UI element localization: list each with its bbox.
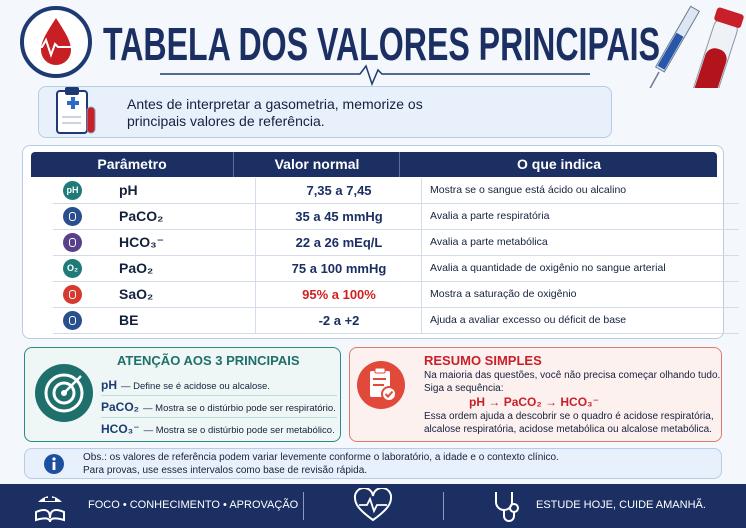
parameter: BE bbox=[119, 312, 139, 328]
meaning: Avalia a quantidade de oxigênio no sangu… bbox=[421, 256, 740, 281]
summary-title: RESUMO SIMPLES bbox=[424, 353, 542, 368]
attention-text: — Mostra se o distúrbio pode ser respira… bbox=[143, 403, 336, 414]
table-row: pH pH 7,35 a 7,45 Mostra se o sangue está á… bbox=[53, 178, 739, 204]
attention-text: — Mostra se o distúrbio pode ser metaból… bbox=[143, 425, 335, 436]
summary-line: Siga a sequência: bbox=[424, 383, 504, 394]
header: TABELA DOS VALORES PRINCIPAIS bbox=[20, 5, 744, 88]
stethoscope-icon bbox=[495, 492, 519, 522]
nurse-book-icon bbox=[35, 495, 65, 523]
table-row: HCO₃⁻ 22 a 26 mEq/L Avalia a parte metaból… bbox=[53, 230, 739, 256]
attention-term: PaCO₂ bbox=[101, 400, 140, 414]
footer-divider bbox=[443, 492, 444, 520]
footer-divider bbox=[303, 492, 304, 520]
footer: FOCO • CONHECIMENTO • APROVAÇÃO ESTUDE H… bbox=[0, 484, 746, 528]
parameter: HCO₃⁻ bbox=[119, 234, 164, 250]
column-header: Valor normal bbox=[233, 152, 400, 177]
intro-line: principais valores de referência. bbox=[127, 113, 325, 129]
attention-item: pH — Define se é acidose ou alcalose. bbox=[101, 374, 337, 396]
parameter: PaO₂ bbox=[119, 260, 154, 276]
meaning: Avalia a parte metabólica bbox=[421, 230, 740, 255]
summary-intro: Na maioria das questões, você não precis… bbox=[424, 369, 720, 395]
row-icon bbox=[63, 207, 82, 226]
blood-drop bbox=[41, 18, 71, 65]
summary-line: alcalose respiratória, acidose metabólic… bbox=[424, 424, 712, 435]
note-line: Para provas, use esses intervalos como b… bbox=[83, 464, 368, 476]
column-header: Parâmetro bbox=[97, 156, 167, 172]
attention-item: PaCO₂ — Mostra se o distúrbio pode ser re… bbox=[101, 396, 337, 418]
clipboard-icon bbox=[56, 87, 96, 134]
footer-right-text: ESTUDE HOJE, CUIDE AMANHÃ. bbox=[536, 499, 706, 511]
table-row: BE -2 a +2 Ajuda a avaliar excesso ou défi… bbox=[53, 308, 739, 334]
normal-value: 7,35 a 7,45 bbox=[255, 178, 422, 203]
row-icon: pH bbox=[63, 181, 82, 200]
title: TABELA DOS VALORES PRINCIPAIS bbox=[103, 18, 660, 70]
table-header: Parâmetro Valor normal O que indica bbox=[31, 152, 717, 177]
footer-left-text: FOCO • CONHECIMENTO • APROVAÇÃO bbox=[88, 499, 299, 511]
attention-item: HCO₃⁻ — Mostra se o distúrbio pode ser me… bbox=[101, 418, 337, 439]
heart-icon bbox=[353, 488, 393, 522]
icon-glyph bbox=[69, 212, 76, 221]
logo-pulse bbox=[30, 37, 82, 59]
row-icon bbox=[63, 285, 82, 304]
syringe bbox=[649, 5, 701, 88]
note-text: Obs.: os valores de referência podem var… bbox=[83, 452, 559, 477]
normal-value: -2 a +2 bbox=[255, 308, 422, 333]
icon-glyph bbox=[69, 238, 76, 247]
attention-title: ATENÇÃO AOS 3 PRINCIPAIS bbox=[117, 353, 300, 368]
attention-text: — Define se é acidose ou alcalose. bbox=[121, 381, 270, 392]
normal-value: 95% a 100% bbox=[255, 282, 422, 307]
intro-text: Antes de interpretar a gasometria, memor… bbox=[127, 96, 423, 130]
meaning: Mostra se o sangue está ácido ou alcalin… bbox=[421, 178, 740, 203]
meaning: Avalia a parte respiratória bbox=[421, 204, 740, 229]
attention-box: ATENÇÃO AOS 3 PRINCIPAIS pH — Define se é… bbox=[24, 347, 341, 442]
parameter: SaO₂ bbox=[119, 286, 154, 302]
normal-value: 75 a 100 mmHg bbox=[255, 256, 422, 281]
meaning: Mostra a saturação de oxigênio bbox=[421, 282, 740, 307]
table-row: PaCO₂ 35 a 45 mmHg Avalia a parte respirat… bbox=[53, 204, 739, 230]
summary-box: RESUMO SIMPLES Na maioria das questões, … bbox=[349, 347, 722, 442]
title-pulse bbox=[160, 64, 590, 87]
attention-term: HCO₃⁻ bbox=[101, 422, 140, 436]
blood-tube bbox=[685, 7, 744, 88]
icon-glyph bbox=[69, 316, 76, 325]
note-line: Obs.: os valores de referência podem var… bbox=[83, 452, 559, 463]
table-row: SaO₂ 95% a 100% Mostra a saturação de oxig… bbox=[53, 282, 739, 308]
attention-term: pH bbox=[101, 378, 117, 392]
parameter: PaCO₂ bbox=[119, 208, 164, 224]
table-box: Parâmetro Valor normal O que indica pH pH… bbox=[22, 145, 739, 339]
checklist-icon bbox=[357, 361, 405, 409]
row-icon bbox=[63, 233, 82, 252]
meaning: Ajuda a avaliar excesso ou déficit de ba… bbox=[421, 308, 740, 333]
row-icon bbox=[63, 311, 82, 330]
info-icon bbox=[44, 454, 64, 474]
summary-line: Na maioria das questões, você não precis… bbox=[424, 370, 721, 381]
icon-glyph bbox=[69, 290, 76, 299]
intro-box: Antes de interpretar a gasometria, memor… bbox=[38, 86, 612, 138]
attention-list: pH — Define se é acidose ou alcalose. PaCO… bbox=[101, 374, 337, 439]
normal-value: 22 a 26 mEq/L bbox=[255, 230, 422, 255]
intro-line: Antes de interpretar a gasometria, memor… bbox=[127, 96, 423, 112]
row-icon: O₂ bbox=[63, 259, 82, 278]
summary-line: Essa ordem ajuda a descobrir se o quadro… bbox=[424, 411, 714, 422]
table-row: O₂ PaO₂ 75 a 100 mmHg Avalia a quantidade d… bbox=[53, 256, 739, 282]
column-header: O que indica bbox=[399, 152, 718, 177]
note-box: Obs.: os valores de referência podem var… bbox=[24, 448, 722, 479]
normal-value: 35 a 45 mmHg bbox=[255, 204, 422, 229]
summary-sequence: pH → PaCO₂ → HCO₃⁻ bbox=[469, 395, 599, 409]
target-icon bbox=[35, 364, 93, 422]
parameter: pH bbox=[119, 182, 138, 198]
summary-conclusion: Essa ordem ajuda a descobrir se o quadro… bbox=[424, 410, 714, 436]
